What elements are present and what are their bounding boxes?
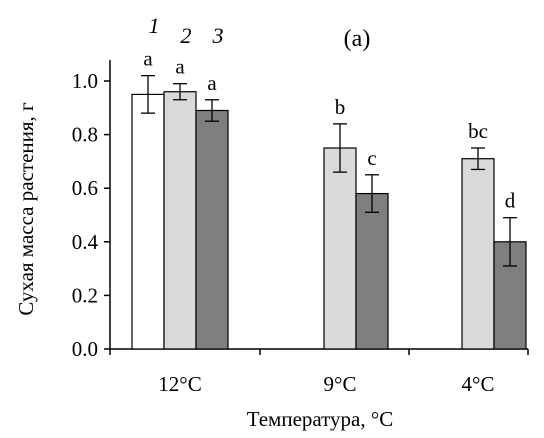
bar xyxy=(355,192,389,350)
bar xyxy=(163,91,197,350)
significance-label: c xyxy=(367,146,376,170)
significance-label: a xyxy=(175,55,185,79)
significance-label: b xyxy=(335,95,346,119)
series-number-label: 1 xyxy=(149,13,160,38)
significance-label: a xyxy=(207,71,217,95)
bar xyxy=(323,147,357,350)
x-axis-title: Температура, °C xyxy=(247,407,394,431)
y-tick-label: 0.8 xyxy=(72,123,98,147)
x-tick-label: 12°C xyxy=(158,372,201,396)
y-axis-title: Сухая масса растения, г xyxy=(14,102,38,316)
bar xyxy=(195,109,229,350)
significance-label: a xyxy=(143,47,153,71)
y-tick-label: 0.0 xyxy=(72,337,98,361)
series-number-label: 3 xyxy=(212,23,224,48)
bar xyxy=(461,158,495,350)
series-number-label: 2 xyxy=(181,23,192,48)
x-tick-label: 9°C xyxy=(324,372,357,396)
significance-label: d xyxy=(505,189,516,213)
y-tick-label: 0.6 xyxy=(72,176,98,200)
bar xyxy=(131,93,165,350)
y-tick-label: 0.2 xyxy=(72,283,98,307)
x-tick-label: 4°C xyxy=(462,372,495,396)
significance-label: bc xyxy=(468,119,488,143)
panel-label: (a) xyxy=(344,26,371,52)
y-tick-label: 1.0 xyxy=(72,69,98,93)
y-tick-label: 0.4 xyxy=(72,230,99,254)
